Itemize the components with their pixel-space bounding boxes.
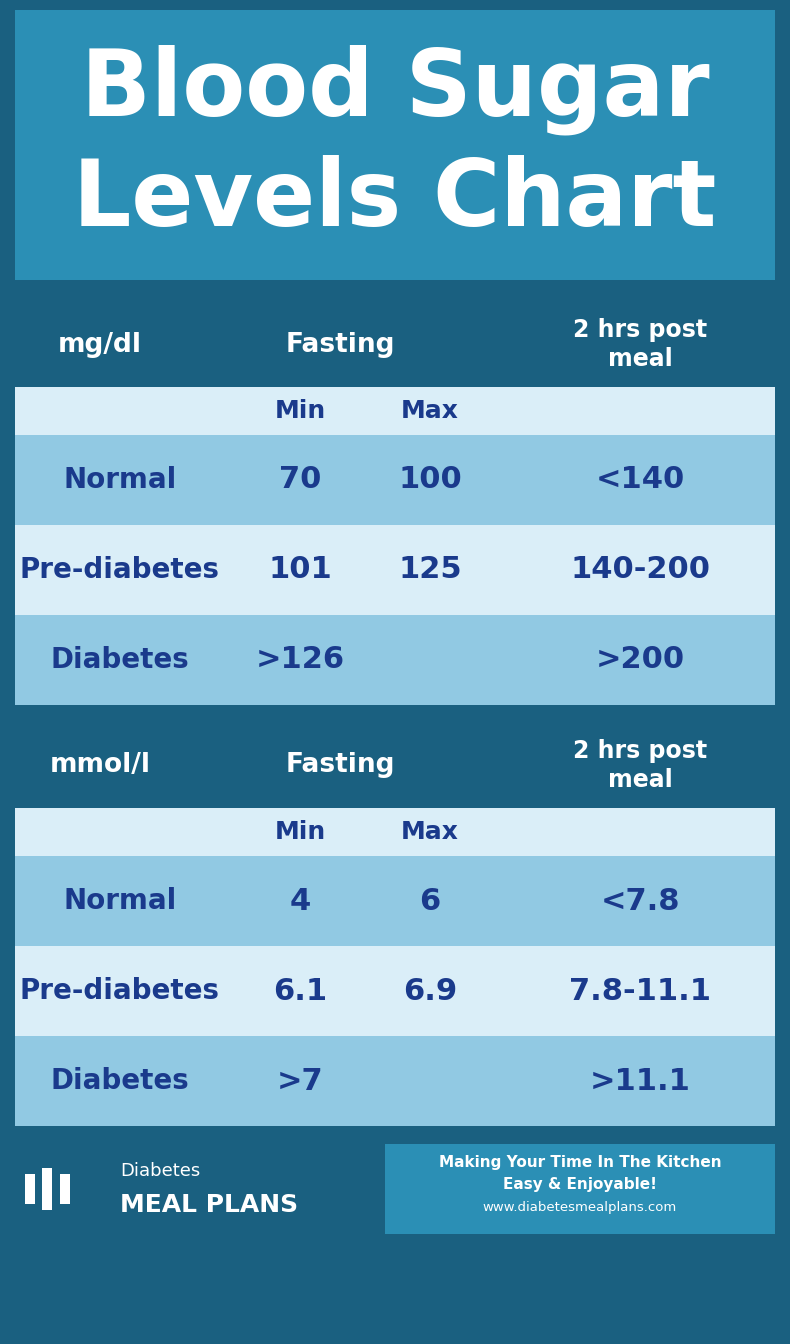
Text: >7: >7 <box>276 1067 323 1095</box>
FancyBboxPatch shape <box>15 9 775 280</box>
FancyBboxPatch shape <box>15 387 775 435</box>
FancyBboxPatch shape <box>15 808 775 856</box>
FancyBboxPatch shape <box>385 1144 775 1234</box>
Text: 7.8-11.1: 7.8-11.1 <box>569 977 711 1005</box>
Text: 4: 4 <box>289 887 310 915</box>
Text: Diabetes: Diabetes <box>120 1163 200 1180</box>
Text: Max: Max <box>401 399 459 423</box>
Text: >126: >126 <box>255 645 344 675</box>
FancyBboxPatch shape <box>42 1168 52 1210</box>
Text: Blood Sugar: Blood Sugar <box>81 44 709 136</box>
Text: Making Your Time In The Kitchen: Making Your Time In The Kitchen <box>438 1156 721 1171</box>
Text: Fasting: Fasting <box>285 753 395 778</box>
Text: Max: Max <box>401 820 459 844</box>
Text: 6.1: 6.1 <box>273 977 327 1005</box>
FancyBboxPatch shape <box>15 302 775 387</box>
FancyBboxPatch shape <box>15 723 775 808</box>
Text: MEAL PLANS: MEAL PLANS <box>120 1193 298 1218</box>
Text: >200: >200 <box>596 645 685 675</box>
Text: www.diabetesmealplans.com: www.diabetesmealplans.com <box>483 1200 677 1214</box>
Text: 70: 70 <box>279 465 322 495</box>
Text: 140-200: 140-200 <box>570 555 710 585</box>
Text: mg/dl: mg/dl <box>58 332 142 358</box>
Text: Fasting: Fasting <box>285 332 395 358</box>
Text: 125: 125 <box>398 555 462 585</box>
Text: 2 hrs post
meal: 2 hrs post meal <box>573 317 707 371</box>
FancyBboxPatch shape <box>15 1144 385 1234</box>
Text: Easy & Enjoyable!: Easy & Enjoyable! <box>503 1177 657 1192</box>
FancyBboxPatch shape <box>15 946 775 1036</box>
FancyBboxPatch shape <box>60 1175 70 1204</box>
Text: Normal: Normal <box>63 466 177 495</box>
Text: Diabetes: Diabetes <box>51 646 190 673</box>
Text: 6.9: 6.9 <box>403 977 457 1005</box>
FancyBboxPatch shape <box>15 526 775 616</box>
Text: Min: Min <box>274 399 325 423</box>
FancyBboxPatch shape <box>25 1175 35 1204</box>
FancyBboxPatch shape <box>15 616 775 706</box>
FancyBboxPatch shape <box>15 1036 775 1126</box>
Text: <140: <140 <box>596 465 685 495</box>
FancyBboxPatch shape <box>15 856 775 946</box>
Text: mmol/l: mmol/l <box>50 753 151 778</box>
Text: 101: 101 <box>268 555 332 585</box>
Text: Levels Chart: Levels Chart <box>73 155 717 245</box>
Text: 6: 6 <box>419 887 441 915</box>
Text: Normal: Normal <box>63 887 177 915</box>
Text: Pre-diabetes: Pre-diabetes <box>20 556 220 585</box>
Text: 2 hrs post
meal: 2 hrs post meal <box>573 739 707 793</box>
Text: 100: 100 <box>398 465 462 495</box>
Text: Min: Min <box>274 820 325 844</box>
Text: >11.1: >11.1 <box>589 1067 690 1095</box>
FancyBboxPatch shape <box>15 435 775 526</box>
Text: <7.8: <7.8 <box>600 887 679 915</box>
Text: Pre-diabetes: Pre-diabetes <box>20 977 220 1005</box>
Text: Diabetes: Diabetes <box>51 1067 190 1095</box>
